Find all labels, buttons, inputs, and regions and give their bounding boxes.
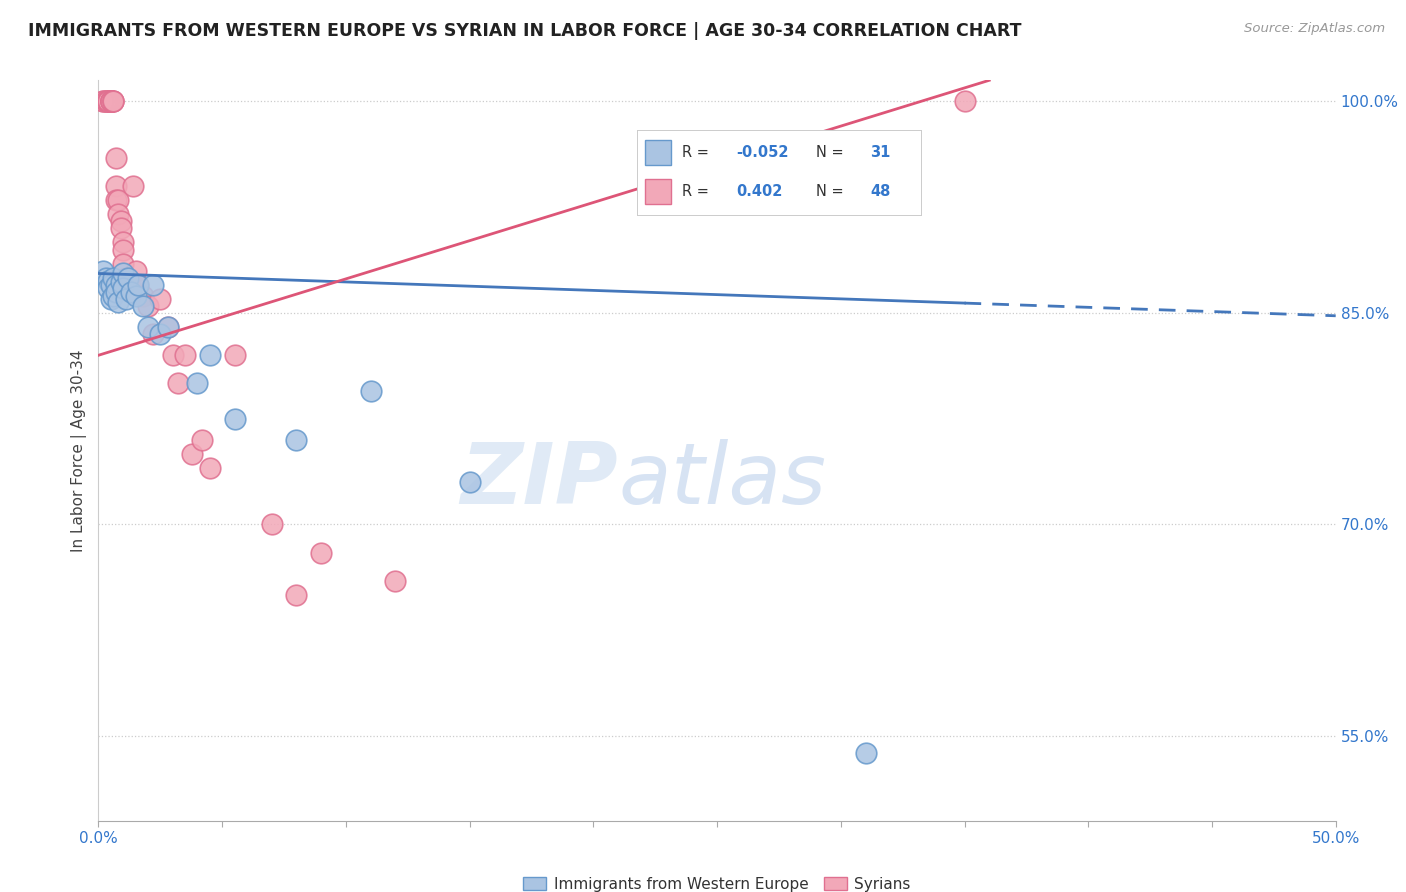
Point [112, 267, 135, 281]
Point [104, 151, 127, 165]
Y-axis label: In Labor Force | Age 30-34: In Labor Force | Age 30-34 [72, 349, 87, 552]
Point [94, 95, 117, 109]
Point [156, 320, 179, 334]
Point [97, 273, 120, 287]
Point [198, 348, 221, 362]
Legend: Immigrants from Western Europe, Syrians: Immigrants from Western Europe, Syrians [517, 871, 917, 892]
Point [360, 384, 382, 398]
Point [309, 546, 332, 560]
Point [93, 95, 115, 109]
Text: IMMIGRANTS FROM WESTERN EUROPE VS SYRIAN IN LABOR FORCE | AGE 30-34 CORRELATION : IMMIGRANTS FROM WESTERN EUROPE VS SYRIAN… [28, 22, 1022, 40]
Point [112, 280, 135, 294]
Point [100, 95, 122, 109]
Point [100, 95, 122, 109]
Text: 0.402: 0.402 [737, 184, 783, 199]
Point [104, 193, 127, 207]
Point [122, 179, 145, 194]
Point [97, 280, 120, 294]
Point [132, 299, 155, 313]
Point [224, 348, 246, 362]
Point [104, 179, 127, 194]
Point [124, 289, 146, 303]
Point [198, 461, 221, 475]
Point [107, 294, 129, 309]
Point [191, 433, 214, 447]
Point [156, 320, 179, 334]
Point [103, 289, 125, 303]
Text: ZIP: ZIP [460, 439, 619, 522]
Point [112, 243, 135, 257]
Point [127, 277, 149, 292]
Point [94, 270, 117, 285]
Point [110, 221, 132, 235]
Point [132, 289, 155, 303]
Point [162, 348, 184, 362]
Point [384, 574, 406, 588]
Point [120, 285, 142, 299]
Point [127, 277, 149, 292]
Point [136, 320, 159, 334]
Point [181, 447, 204, 461]
Point [260, 517, 283, 532]
Text: N =: N = [815, 145, 844, 160]
Text: 48: 48 [870, 184, 890, 199]
Point [120, 280, 142, 294]
Point [112, 235, 135, 250]
Point [114, 292, 136, 306]
Text: R =: R = [682, 184, 709, 199]
Text: 31: 31 [870, 145, 890, 160]
Text: -0.052: -0.052 [737, 145, 789, 160]
Point [100, 95, 122, 109]
Point [953, 95, 976, 109]
Point [100, 95, 122, 109]
Text: R =: R = [682, 145, 709, 160]
Point [103, 95, 125, 109]
Point [285, 588, 308, 602]
Point [104, 277, 127, 292]
Point [114, 270, 136, 285]
Point [107, 193, 129, 207]
Point [149, 327, 172, 342]
Point [94, 95, 117, 109]
Point [93, 263, 115, 277]
Point [224, 411, 246, 425]
Point [142, 277, 165, 292]
Point [136, 299, 159, 313]
Bar [645, 179, 671, 204]
Point [166, 376, 188, 391]
Text: N =: N = [815, 184, 844, 199]
Point [117, 270, 139, 285]
Point [100, 95, 122, 109]
Bar [645, 140, 671, 165]
Point [100, 292, 122, 306]
Point [103, 95, 125, 109]
Text: Source: ZipAtlas.com: Source: ZipAtlas.com [1244, 22, 1385, 36]
Point [110, 275, 132, 289]
Point [149, 292, 172, 306]
Point [285, 433, 308, 447]
Point [97, 95, 120, 109]
Point [103, 270, 125, 285]
Point [93, 95, 115, 109]
Text: atlas: atlas [619, 439, 827, 522]
Point [103, 95, 125, 109]
Point [186, 376, 208, 391]
Point [458, 475, 481, 490]
Point [97, 95, 120, 109]
Point [174, 348, 197, 362]
Point [104, 285, 127, 299]
Point [107, 207, 129, 221]
Point [142, 327, 165, 342]
Point [117, 277, 139, 292]
Point [110, 214, 132, 228]
Point [112, 257, 135, 271]
Point [100, 277, 122, 292]
Point [124, 263, 146, 277]
Point [855, 746, 877, 760]
Point [97, 95, 120, 109]
